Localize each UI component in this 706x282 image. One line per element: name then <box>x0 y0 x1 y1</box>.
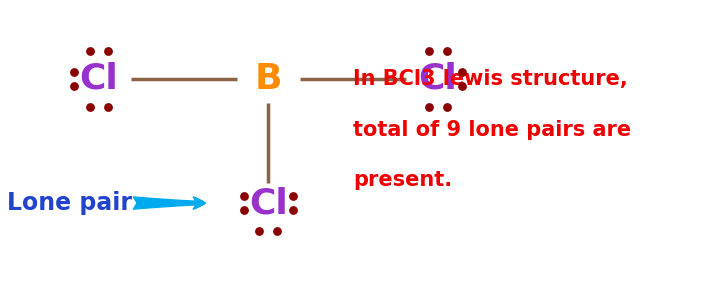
Point <box>84 105 95 109</box>
Point <box>441 49 453 53</box>
Point <box>287 208 299 212</box>
Point <box>102 105 114 109</box>
Text: Cl: Cl <box>249 186 287 220</box>
Text: Cl: Cl <box>80 62 118 96</box>
Text: In BCl3 lewis structure,: In BCl3 lewis structure, <box>353 69 628 89</box>
Point <box>102 49 114 53</box>
Point <box>272 229 283 233</box>
Point <box>238 194 249 198</box>
Point <box>68 70 80 74</box>
Point <box>84 49 95 53</box>
Point <box>253 229 265 233</box>
Point <box>441 105 453 109</box>
Text: total of 9 lone pairs are: total of 9 lone pairs are <box>353 120 631 140</box>
Text: Cl: Cl <box>419 62 457 96</box>
Text: B: B <box>255 62 282 96</box>
Point <box>457 84 468 88</box>
Point <box>423 105 434 109</box>
Point <box>423 49 434 53</box>
Text: present.: present. <box>353 171 452 190</box>
Text: Lone pair: Lone pair <box>7 191 132 215</box>
Point <box>457 70 468 74</box>
Point <box>68 84 80 88</box>
Point <box>238 208 249 212</box>
Point <box>287 194 299 198</box>
